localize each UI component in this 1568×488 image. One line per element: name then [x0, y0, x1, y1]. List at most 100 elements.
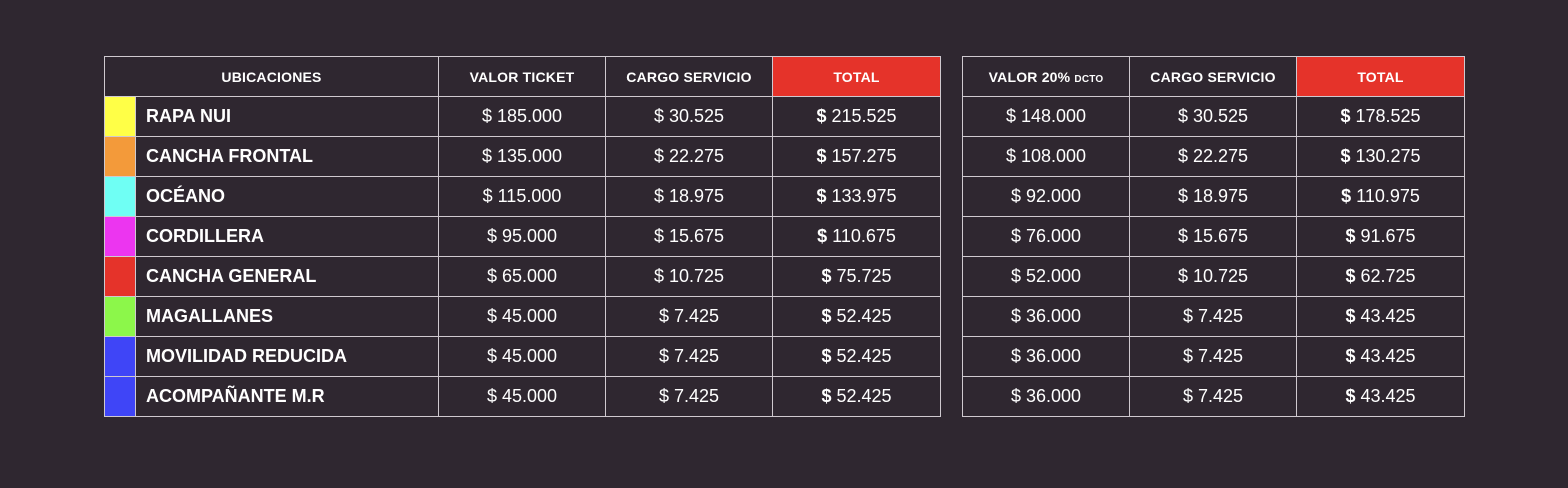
- valor-ticket-cell: $ 45.000: [438, 376, 606, 417]
- valor-ticket-cell: $ 185.000: [438, 96, 606, 137]
- currency-symbol: $: [816, 146, 827, 166]
- currency-symbol: $: [1345, 226, 1356, 246]
- cargo-servicio-cell: $ 30.525: [605, 96, 773, 137]
- cargo-servicio-cell: $ 7.425: [1129, 296, 1297, 337]
- table-row: ACOMPAÑANTE M.R $ 45.000 $ 7.425 $ 52.425: [104, 376, 941, 417]
- total-value: 110.675: [832, 226, 896, 246]
- currency-symbol: $: [1345, 306, 1356, 326]
- total-cell: $ 130.275: [1296, 136, 1465, 177]
- cargo-servicio-cell: $ 7.425: [1129, 376, 1297, 417]
- valor-descuento-cell: $ 36.000: [962, 376, 1130, 417]
- table-row: CANCHA GENERAL $ 65.000 $ 10.725 $ 75.725: [104, 256, 941, 297]
- table-row: $ 36.000 $ 7.425 $ 43.425: [962, 296, 1465, 337]
- header-total: TOTAL: [1296, 56, 1465, 97]
- valor-descuento-cell: $ 92.000: [962, 176, 1130, 217]
- color-swatch: [104, 96, 136, 137]
- table-row: $ 92.000 $ 18.975 $ 110.975: [962, 176, 1465, 217]
- color-swatch: [104, 136, 136, 177]
- currency-symbol: $: [821, 306, 832, 326]
- valor-ticket-cell: $ 45.000: [438, 336, 606, 377]
- color-swatch: [104, 296, 136, 337]
- header-total: TOTAL: [772, 56, 941, 97]
- currency-symbol: $: [817, 226, 828, 246]
- total-value: 130.275: [1355, 146, 1421, 166]
- cargo-servicio-cell: $ 10.725: [1129, 256, 1297, 297]
- valor-descuento-cell: $ 52.000: [962, 256, 1130, 297]
- currency-symbol: $: [816, 106, 827, 126]
- total-cell: $ 157.275: [772, 136, 941, 177]
- total-cell: $ 75.725: [772, 256, 941, 297]
- header-valor-descuento-main: VALOR 20%: [988, 68, 1071, 85]
- total-cell: $ 91.675: [1296, 216, 1465, 257]
- location-name: RAPA NUI: [135, 96, 439, 137]
- location-name: CANCHA FRONTAL: [135, 136, 439, 177]
- color-swatch: [104, 256, 136, 297]
- currency-symbol: $: [1345, 346, 1356, 366]
- total-cell: $ 62.725: [1296, 256, 1465, 297]
- table-row: MAGALLANES $ 45.000 $ 7.425 $ 52.425: [104, 296, 941, 337]
- location-name: MAGALLANES: [135, 296, 439, 337]
- total-cell: $ 43.425: [1296, 296, 1465, 337]
- total-value: 75.725: [836, 266, 892, 286]
- valor-descuento-cell: $ 36.000: [962, 336, 1130, 377]
- color-swatch: [104, 376, 136, 417]
- table-row: OCÉANO $ 115.000 $ 18.975 $ 133.975: [104, 176, 941, 217]
- total-cell: $ 110.975: [1296, 176, 1465, 217]
- header-valor-descuento: VALOR 20% DCTO: [962, 56, 1130, 97]
- total-value: 215.525: [831, 106, 897, 126]
- cargo-servicio-cell: $ 7.425: [605, 296, 773, 337]
- total-value: 43.425: [1360, 386, 1416, 406]
- total-value: 43.425: [1360, 306, 1416, 326]
- total-value: 62.725: [1360, 266, 1416, 286]
- currency-symbol: $: [1341, 186, 1352, 206]
- color-swatch: [104, 176, 136, 217]
- total-value: 178.525: [1355, 106, 1421, 126]
- cargo-servicio-cell: $ 18.975: [605, 176, 773, 217]
- currency-symbol: $: [821, 266, 832, 286]
- location-name: CANCHA GENERAL: [135, 256, 439, 297]
- table-row: $ 148.000 $ 30.525 $ 178.525: [962, 96, 1465, 137]
- valor-ticket-cell: $ 65.000: [438, 256, 606, 297]
- total-value: 43.425: [1360, 346, 1416, 366]
- total-cell: $ 52.425: [772, 376, 941, 417]
- location-name: OCÉANO: [135, 176, 439, 217]
- total-value: 133.975: [831, 186, 897, 206]
- color-swatch: [104, 336, 136, 377]
- cargo-servicio-cell: $ 22.275: [1129, 136, 1297, 177]
- cargo-servicio-cell: $ 18.975: [1129, 176, 1297, 217]
- currency-symbol: $: [1340, 146, 1351, 166]
- table-row: CANCHA FRONTAL $ 135.000 $ 22.275 $ 157.275: [104, 136, 941, 177]
- cargo-servicio-cell: $ 22.275: [605, 136, 773, 177]
- table-row: RAPA NUI $ 185.000 $ 30.525 $ 215.525: [104, 96, 941, 137]
- valor-descuento-cell: $ 148.000: [962, 96, 1130, 137]
- total-value: 110.975: [1356, 186, 1420, 206]
- valor-ticket-cell: $ 135.000: [438, 136, 606, 177]
- discount-price-table: VALOR 20% DCTO CARGO SERVICIO TOTAL $ 14…: [962, 56, 1465, 417]
- cargo-servicio-cell: $ 7.425: [605, 376, 773, 417]
- cargo-servicio-cell: $ 15.675: [605, 216, 773, 257]
- currency-symbol: $: [1340, 106, 1351, 126]
- header-row: UBICACIONES VALOR TICKET CARGO SERVICIO …: [104, 56, 941, 97]
- cargo-servicio-cell: $ 7.425: [605, 336, 773, 377]
- location-name: ACOMPAÑANTE M.R: [135, 376, 439, 417]
- total-cell: $ 110.675: [772, 216, 941, 257]
- cargo-servicio-cell: $ 15.675: [1129, 216, 1297, 257]
- location-name: CORDILLERA: [135, 216, 439, 257]
- total-cell: $ 52.425: [772, 336, 941, 377]
- cargo-servicio-cell: $ 7.425: [1129, 336, 1297, 377]
- table-row: $ 52.000 $ 10.725 $ 62.725: [962, 256, 1465, 297]
- cargo-servicio-cell: $ 30.525: [1129, 96, 1297, 137]
- valor-ticket-cell: $ 45.000: [438, 296, 606, 337]
- table-row: MOVILIDAD REDUCIDA $ 45.000 $ 7.425 $ 52.42…: [104, 336, 941, 377]
- cargo-servicio-cell: $ 10.725: [605, 256, 773, 297]
- location-name: MOVILIDAD REDUCIDA: [135, 336, 439, 377]
- table-row: $ 36.000 $ 7.425 $ 43.425: [962, 336, 1465, 377]
- total-cell: $ 43.425: [1296, 336, 1465, 377]
- table-row: CORDILLERA $ 95.000 $ 15.675 $ 110.675: [104, 216, 941, 257]
- total-value: 157.275: [831, 146, 897, 166]
- table-row: $ 108.000 $ 22.275 $ 130.275: [962, 136, 1465, 177]
- currency-symbol: $: [816, 186, 827, 206]
- price-table: UBICACIONES VALOR TICKET CARGO SERVICIO …: [104, 56, 941, 417]
- total-cell: $ 133.975: [772, 176, 941, 217]
- header-valor-descuento-small: DCTO: [1074, 73, 1104, 85]
